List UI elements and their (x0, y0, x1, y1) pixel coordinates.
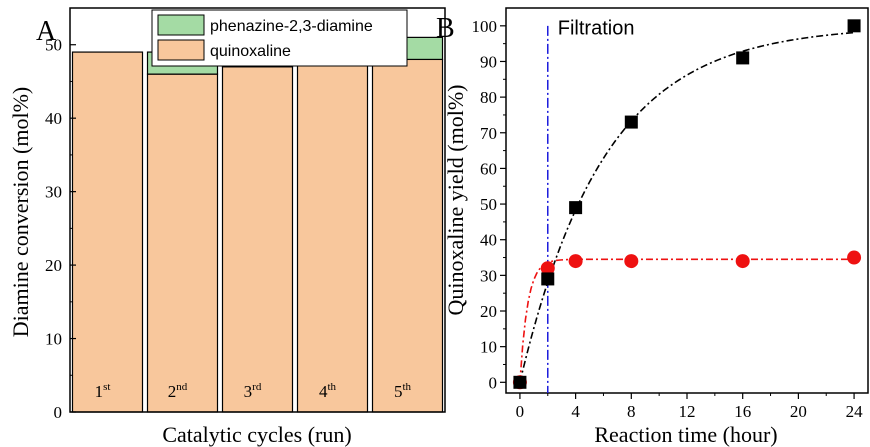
panel-b-frame (505, 7, 869, 394)
panel-b-points (512, 19, 862, 390)
bar-segment-quinoxaline-5 (371, 58, 444, 413)
point-circle-4h (568, 254, 583, 269)
x-tick-label-20: 20 (790, 402, 807, 421)
legend-swatch-quinoxaline (157, 39, 205, 61)
point-circle-16h (735, 254, 750, 269)
point-square-4h (569, 201, 583, 215)
y-tick-label-10: 10 (480, 338, 497, 357)
y-tick-label-0: 0 (489, 373, 498, 392)
x-tick-label-8: 8 (627, 402, 636, 421)
panel-a-legend: phenazine-2,3-diamine quinoxaline (151, 9, 408, 67)
bar-segment-quinoxaline-3 (221, 66, 294, 413)
panel-b-ticks: 0 4 8 12 16 20 24 0 10 20 30 40 50 60 70 80 90 100 (472, 17, 864, 421)
y-tick-label-70: 70 (480, 124, 497, 143)
category-label-1: 1st (95, 381, 111, 401)
bar-segment-quinoxaline-2 (146, 73, 219, 413)
panel-b-ylabel: Quinoxaline yield (mol%) (443, 85, 468, 316)
point-circle-2h (540, 261, 555, 276)
panel-b-xlabel: Reaction time (hour) (594, 422, 777, 447)
panel-a-ylabel: Diamine conversion (mol%) (8, 87, 33, 338)
category-label-4: 4th (319, 381, 337, 401)
y-tick-label-100: 100 (472, 17, 498, 36)
point-square-24h (847, 19, 861, 33)
y-tick-label-30: 30 (45, 183, 62, 202)
panel-b-label: B (436, 13, 455, 44)
panel-a-bars (71, 36, 444, 413)
y-tick-label-10: 10 (45, 330, 62, 349)
y-tick-label-60: 60 (480, 159, 497, 178)
y-tick-label-40: 40 (45, 109, 62, 128)
x-tick-label-12: 12 (679, 402, 696, 421)
x-tick-label-16: 16 (734, 402, 751, 421)
category-label-2: 2nd (168, 381, 188, 401)
bar-segment-quinoxaline-4 (296, 44, 369, 413)
panel-b: B 0 4 8 12 16 20 24 0 10 20 30 40 50 60 70 80 90 100 Filt… (436, 7, 869, 447)
y-tick-label-80: 80 (480, 88, 497, 107)
filtration-annotation: Filtration (558, 18, 635, 40)
category-label-5: 5th (394, 381, 412, 401)
point-square-16h (736, 51, 750, 65)
y-tick-label-90: 90 (480, 52, 497, 71)
point-square-8h (624, 115, 638, 129)
point-circle-24h (847, 250, 862, 265)
legend-swatch-phenazine (157, 14, 205, 36)
y-tick-label-30: 30 (480, 266, 497, 285)
point-circle-8h (624, 254, 639, 269)
panel-a-y-ticks: 0 10 20 30 40 50 (45, 36, 76, 422)
panel-a-xlabel: Catalytic cycles (run) (162, 422, 351, 447)
panel-a-label: A (36, 16, 57, 47)
y-tick-label-50: 50 (480, 195, 497, 214)
legend-label-quinoxaline: quinoxaline (210, 43, 291, 60)
legend-label-phenazine: phenazine-2,3-diamine (210, 18, 373, 35)
x-tick-label-4: 4 (571, 402, 580, 421)
y-tick-label-50: 50 (45, 36, 62, 55)
series-circle-fit-curve (519, 258, 855, 383)
y-tick-label-40: 40 (480, 231, 497, 250)
panel-a: A 0 10 20 30 40 50 1st 2nd 3rd 4th 5th Diamine co… (8, 7, 446, 447)
x-tick-label-24: 24 (846, 402, 864, 421)
category-label-3: 3rd (244, 381, 262, 401)
panel-a-frame (69, 7, 446, 413)
panel-a-category-labels: 1st 2nd 3rd 4th 5th (95, 381, 412, 401)
y-tick-label-20: 20 (45, 256, 62, 275)
bar-segment-quinoxaline-1 (71, 51, 144, 413)
y-tick-label-20: 20 (480, 302, 497, 321)
point-square-2h (541, 272, 555, 286)
x-tick-label-0: 0 (516, 402, 525, 421)
point-square-0h (513, 375, 527, 389)
y-tick-label-0: 0 (54, 403, 63, 422)
